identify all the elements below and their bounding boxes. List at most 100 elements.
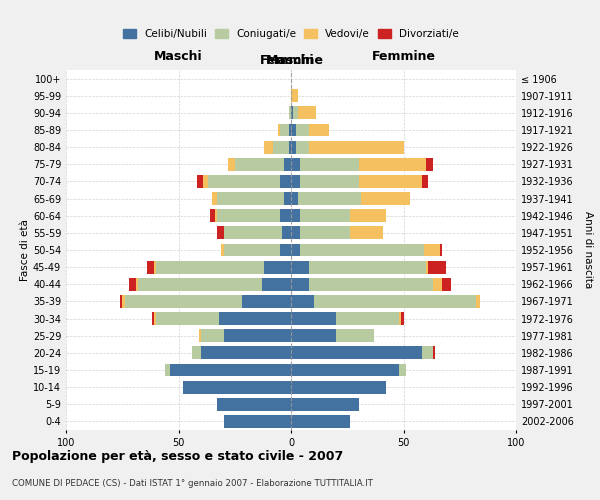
Bar (203, 175, 208, 188)
Bar (291, 192, 298, 205)
Bar (262, 278, 291, 290)
Bar (235, 158, 284, 170)
Bar (300, 210, 349, 222)
Y-axis label: Anni di nascita: Anni di nascita (583, 212, 593, 288)
Bar (201, 346, 291, 360)
Bar (156, 312, 219, 325)
Bar (219, 312, 291, 325)
Bar (197, 175, 203, 188)
Bar (296, 124, 309, 136)
Bar (399, 312, 401, 325)
Bar (264, 260, 291, 274)
Bar (433, 278, 442, 290)
Bar (291, 90, 298, 102)
Bar (291, 312, 336, 325)
Bar (221, 244, 223, 256)
Bar (401, 312, 404, 325)
Bar (151, 312, 154, 325)
Bar (136, 278, 138, 290)
Bar (147, 260, 154, 274)
Bar (291, 226, 300, 239)
Bar (291, 295, 314, 308)
Bar (217, 210, 280, 222)
Bar (156, 260, 264, 274)
Bar (314, 295, 476, 308)
Bar (289, 140, 291, 153)
Text: Popolazione per età, sesso e stato civile - 2007: Popolazione per età, sesso e stato civil… (12, 450, 343, 463)
Bar (282, 226, 291, 239)
Bar (291, 346, 421, 360)
Bar (223, 244, 280, 256)
Bar (426, 260, 428, 274)
Text: Maschi: Maschi (266, 54, 314, 66)
Bar (309, 278, 433, 290)
Y-axis label: Fasce di età: Fasce di età (20, 219, 30, 281)
Bar (201, 330, 223, 342)
Bar (300, 175, 359, 188)
Bar (336, 330, 374, 342)
Bar (154, 260, 156, 274)
Bar (291, 124, 296, 136)
Bar (296, 140, 309, 153)
Bar (228, 158, 235, 170)
Bar (359, 158, 426, 170)
Bar (300, 244, 424, 256)
Bar (291, 210, 300, 222)
Bar (439, 244, 442, 256)
Bar (291, 380, 386, 394)
Bar (199, 330, 201, 342)
Legend: Celibi/Nubili, Coniugati/e, Vedovi/e, Divorziati/e: Celibi/Nubili, Coniugati/e, Vedovi/e, Di… (119, 25, 463, 43)
Bar (291, 278, 309, 290)
Bar (122, 295, 125, 308)
Bar (280, 244, 291, 256)
Bar (291, 175, 300, 188)
Bar (300, 226, 349, 239)
Bar (359, 175, 421, 188)
Bar (217, 398, 291, 410)
Bar (120, 295, 122, 308)
Bar (349, 226, 383, 239)
Bar (291, 330, 336, 342)
Text: Femmine: Femmine (260, 54, 324, 66)
Bar (293, 106, 298, 120)
Bar (192, 346, 201, 360)
Bar (215, 210, 217, 222)
Bar (291, 140, 296, 153)
Bar (298, 192, 361, 205)
Bar (170, 364, 291, 376)
Bar (426, 158, 433, 170)
Text: COMUNE DI PEDACE (CS) - Dati ISTAT 1° gennaio 2007 - Elaborazione TUTTITALIA.IT: COMUNE DI PEDACE (CS) - Dati ISTAT 1° ge… (12, 479, 373, 488)
Bar (217, 226, 223, 239)
Bar (421, 346, 433, 360)
Bar (223, 226, 282, 239)
Bar (284, 158, 291, 170)
Bar (291, 260, 309, 274)
Bar (300, 158, 359, 170)
Bar (241, 295, 291, 308)
Bar (428, 260, 446, 274)
Bar (309, 124, 329, 136)
Bar (210, 210, 215, 222)
Bar (361, 192, 410, 205)
Bar (277, 124, 280, 136)
Bar (424, 244, 439, 256)
Bar (291, 244, 300, 256)
Bar (349, 210, 386, 222)
Bar (291, 106, 293, 120)
Bar (223, 330, 291, 342)
Bar (183, 380, 291, 394)
Bar (264, 140, 273, 153)
Bar (399, 364, 406, 376)
Bar (309, 140, 404, 153)
Bar (223, 415, 291, 428)
Bar (291, 158, 300, 170)
Bar (280, 210, 291, 222)
Bar (291, 398, 359, 410)
Bar (129, 278, 136, 290)
Bar (273, 140, 289, 153)
Bar (284, 192, 291, 205)
Bar (212, 192, 217, 205)
Bar (217, 192, 284, 205)
Bar (298, 106, 316, 120)
Bar (476, 295, 480, 308)
